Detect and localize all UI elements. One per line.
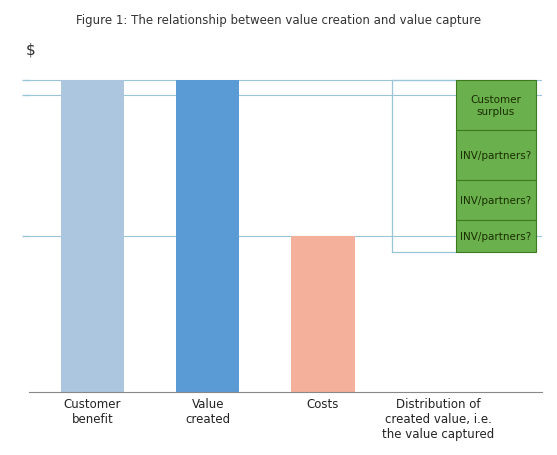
Text: INV/partners?: INV/partners? — [460, 151, 531, 161]
Bar — [456, 180, 536, 221]
Text: INV/partners?: INV/partners? — [460, 196, 531, 206]
Text: INV/partners?: INV/partners? — [460, 232, 531, 242]
Text: Figure 1: The relationship between value creation and value capture: Figure 1: The relationship between value… — [76, 14, 481, 27]
Bar — [456, 221, 536, 252]
Text: Customer
surplus: Customer surplus — [471, 95, 521, 116]
Text: $: $ — [26, 42, 35, 57]
Bar — [456, 131, 536, 180]
Bar — [456, 81, 536, 131]
Bar — [291, 237, 355, 392]
Bar — [176, 81, 240, 392]
Bar — [61, 81, 124, 392]
